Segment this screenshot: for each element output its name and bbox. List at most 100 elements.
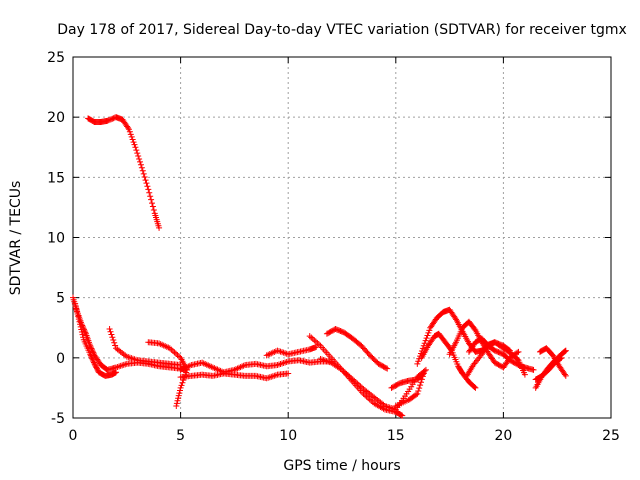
series-arc-20 xyxy=(532,354,565,383)
data-point xyxy=(126,128,133,135)
series-arc-3 xyxy=(72,300,120,379)
data-point xyxy=(422,366,429,373)
data-point xyxy=(283,358,290,365)
series-arc-2 xyxy=(70,294,191,373)
data-point xyxy=(424,332,431,339)
series-arc-6 xyxy=(177,357,335,376)
data-point xyxy=(320,357,327,364)
x-tick-label: 25 xyxy=(602,428,620,444)
data-point xyxy=(265,374,272,381)
data-point xyxy=(145,186,152,193)
data-point xyxy=(309,335,316,342)
data-point xyxy=(107,328,114,335)
data-point xyxy=(419,373,426,380)
data-point xyxy=(138,164,145,171)
data-point xyxy=(422,337,429,344)
data-point xyxy=(135,153,142,160)
data-point xyxy=(557,355,564,362)
data-point xyxy=(423,335,430,342)
data-point xyxy=(76,318,83,325)
data-point xyxy=(275,348,282,355)
data-point xyxy=(133,147,140,154)
data-point xyxy=(384,365,391,372)
data-point xyxy=(323,358,330,365)
data-point xyxy=(87,352,94,359)
data-point xyxy=(271,372,278,379)
data-point xyxy=(74,310,81,317)
y-tick-label: 5 xyxy=(56,291,65,307)
data-point xyxy=(113,369,120,376)
data-point xyxy=(146,189,153,196)
data-point xyxy=(175,392,182,399)
data-point xyxy=(127,131,134,138)
data-point xyxy=(90,359,97,366)
data-point xyxy=(266,374,273,381)
data-point xyxy=(418,376,425,383)
data-point xyxy=(418,379,425,386)
data-point xyxy=(132,144,139,151)
data-point xyxy=(426,327,433,334)
data-point xyxy=(140,170,147,177)
y-tick-label: 15 xyxy=(47,170,65,186)
data-point xyxy=(130,139,137,146)
data-point xyxy=(79,331,86,338)
data-point xyxy=(515,348,522,355)
series-arc-11 xyxy=(317,356,406,419)
data-point xyxy=(176,390,183,397)
data-point xyxy=(472,384,479,391)
series-arc-16 xyxy=(465,335,537,373)
data-point xyxy=(471,384,478,391)
series-arc-12 xyxy=(388,370,427,409)
data-point xyxy=(452,314,459,321)
data-point xyxy=(110,336,117,343)
y-tick-label: -5 xyxy=(51,411,65,427)
data-point xyxy=(81,328,88,335)
data-point xyxy=(75,313,82,320)
data-point xyxy=(144,183,151,190)
data-point xyxy=(171,349,178,356)
data-point xyxy=(125,126,132,133)
data-point xyxy=(88,345,95,352)
x-tick-label: 15 xyxy=(387,428,405,444)
data-point xyxy=(282,359,289,366)
data-point xyxy=(308,334,315,341)
y-tick-labels: -5 0 5 10 15 20 25 xyxy=(47,50,65,427)
series-arc-17 xyxy=(463,339,528,379)
data-point xyxy=(106,325,113,332)
data-point xyxy=(129,136,136,143)
data-point xyxy=(561,348,568,355)
data-point xyxy=(72,303,79,310)
data-point xyxy=(416,385,423,392)
data-point xyxy=(312,338,319,345)
x-tick-labels: 0 5 10 15 20 25 xyxy=(69,428,620,444)
data-point xyxy=(263,375,270,382)
data-point xyxy=(363,393,370,400)
data-point xyxy=(558,354,565,361)
data-point xyxy=(112,342,119,349)
data-point xyxy=(269,373,276,380)
data-point xyxy=(562,347,569,354)
data-point xyxy=(277,361,284,368)
x-tick-label: 0 xyxy=(69,428,78,444)
data-point xyxy=(173,400,180,407)
data-point xyxy=(169,347,176,354)
data-point xyxy=(282,350,289,357)
data-point xyxy=(425,329,432,336)
x-tick-label: 5 xyxy=(176,428,185,444)
x-axis-label: GPS time / hours xyxy=(283,458,400,474)
data-point xyxy=(285,370,292,377)
data-point xyxy=(156,224,163,231)
data-point xyxy=(143,180,150,187)
data-point xyxy=(275,361,282,368)
data-point xyxy=(125,124,132,131)
data-point xyxy=(120,361,127,368)
data-point xyxy=(174,397,181,404)
data-point xyxy=(109,334,116,341)
series-arc-8 xyxy=(263,344,320,359)
data-point xyxy=(117,362,124,369)
data-point xyxy=(128,355,135,362)
data-point xyxy=(562,372,569,379)
data-point xyxy=(183,369,190,376)
data-point xyxy=(78,326,85,333)
y-tick-label: 25 xyxy=(47,50,65,66)
